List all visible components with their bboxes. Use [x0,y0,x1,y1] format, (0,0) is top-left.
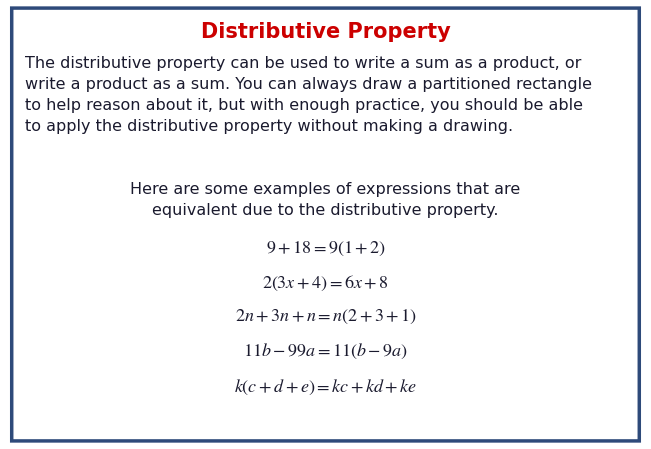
Text: The distributive property can be used to write a sum as a product, or
write a pr: The distributive property can be used to… [25,56,592,134]
Text: Here are some examples of expressions that are
equivalent due to the distributiv: Here are some examples of expressions th… [130,182,521,218]
Text: $9+18=9(1+2)$: $9+18=9(1+2)$ [266,240,385,258]
Text: $2n+3n+n=n(2+3+1)$: $2n+3n+n=n(2+3+1)$ [234,308,417,326]
Text: $k(c+d+e)=kc+kd+ke$: $k(c+d+e)=kc+kd+ke$ [234,378,417,397]
FancyBboxPatch shape [12,8,639,441]
Text: $11b-99a=11(b-9a)$: $11b-99a=11(b-9a)$ [243,342,408,361]
Text: Distributive Property: Distributive Property [201,22,450,42]
Text: $2(3x+4)=6x+8$: $2(3x+4)=6x+8$ [262,274,389,293]
